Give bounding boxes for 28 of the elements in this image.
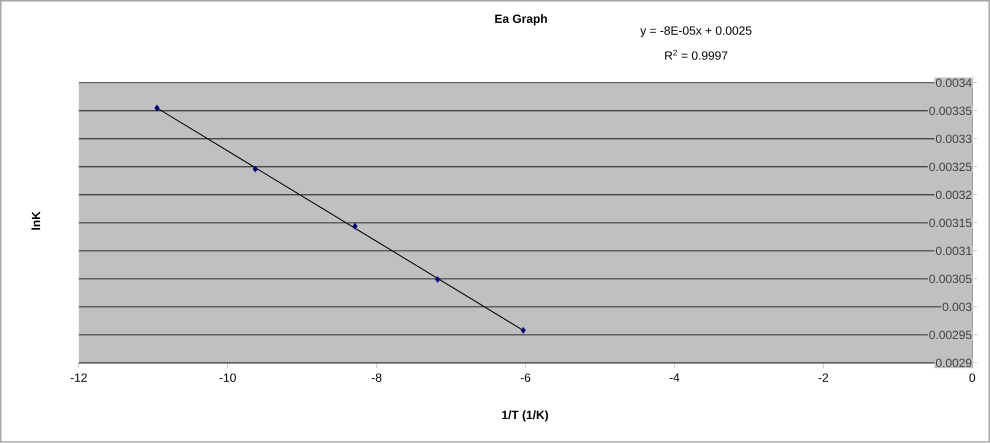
y-tick-label: 0.0029 (936, 358, 972, 368)
y-tick-label: 0.00335 (929, 106, 972, 116)
y-tick-label: 0.00325 (929, 162, 972, 172)
x-tick-label: -4 (670, 374, 680, 382)
chart-title: Ea Graph (495, 14, 547, 26)
y-tick-label: 0.00305 (929, 274, 972, 284)
x-tick-label: -10 (220, 374, 236, 382)
x-tick-label: -12 (70, 374, 87, 382)
y-tick-label: 0.00315 (929, 218, 972, 228)
y-tick-label: 0.0033 (936, 134, 972, 144)
x-axis-title: 1/T (1/K) (502, 410, 548, 422)
y-tick-label: 0.003 (942, 302, 972, 312)
x-tick-label: -2 (818, 374, 828, 382)
y-tick-label: 0.0034 (936, 78, 972, 88)
y-tick-label: 0.0031 (936, 246, 972, 256)
x-tick-label: -6 (520, 374, 530, 382)
point (252, 166, 258, 173)
x-tick-label: -8 (372, 374, 382, 382)
text: R$^{2}$ = 0.9997 (665, 50, 728, 60)
point (154, 104, 160, 112)
y-axis-title: lnK (31, 211, 40, 230)
point (520, 327, 526, 334)
y-tick-label: 0.00295 (929, 330, 972, 340)
point (435, 276, 440, 283)
point (352, 222, 358, 230)
text: y = -8E-05x + 0.0025 (640, 26, 752, 38)
x-tick-label: 0 (969, 374, 976, 382)
y-tick-label: 0.0032 (936, 190, 972, 200)
